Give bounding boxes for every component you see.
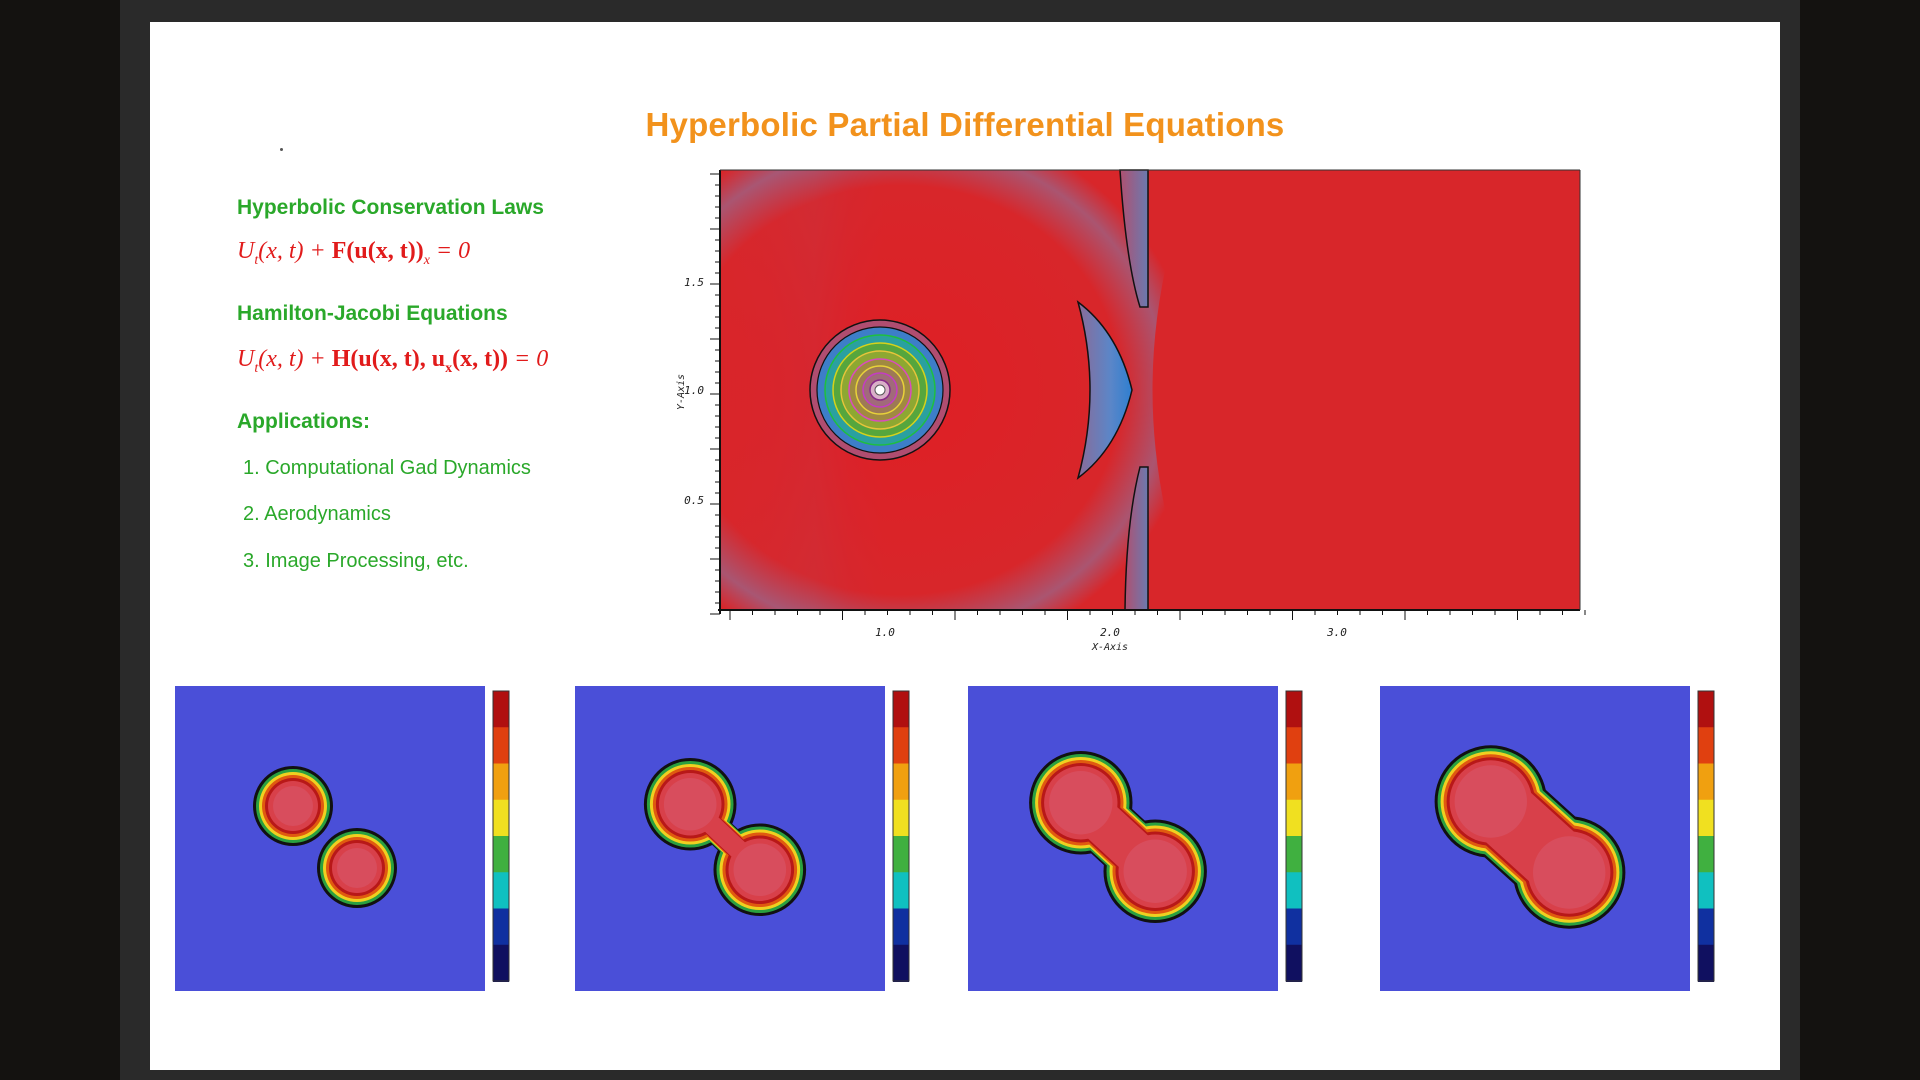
application-item: 3. Image Processing, etc. (243, 550, 469, 572)
merging-bubbles-panel (1380, 686, 1715, 991)
y-tick-label: 1.5 (684, 276, 704, 289)
merging-bubbles-panel (575, 686, 910, 991)
bubble-contours (809, 319, 951, 461)
colorbar (1697, 690, 1715, 982)
y-tick-label: 0.5 (684, 494, 704, 507)
bow-shock-region (720, 170, 1195, 610)
hamilton-jacobi-equation: Ut(x, t) + H(u(x, t), ux(x, t)) = 0 (237, 346, 549, 376)
bubble-pair (1029, 751, 1207, 923)
bubble-pair (253, 766, 397, 908)
x-tick-label: 3.0 (1326, 626, 1347, 639)
hamilton-jacobi-heading: Hamilton-Jacobi Equations (237, 302, 508, 325)
merging-bubbles-panel (968, 686, 1303, 991)
colorbar (1285, 690, 1303, 982)
x-axis-label: X-Axis (1091, 642, 1128, 653)
colorbar (492, 690, 510, 982)
y-tick-label: 1.0 (684, 384, 704, 397)
application-item: 2. Aerodynamics (243, 503, 391, 525)
lower-shock-stem (1124, 466, 1149, 611)
dot-mark (280, 148, 283, 151)
colorbar (892, 690, 910, 982)
y-axis-label: Y-Axis (676, 374, 687, 410)
upper-shock-stem (1119, 169, 1149, 308)
slide: Hyperbolic Partial Differential Equation… (150, 22, 1780, 1070)
x-tick-label: 2.0 (1100, 626, 1120, 639)
conservation-law-equation: Ut(x, t) + F(u(x, t))x = 0 (237, 238, 471, 268)
slide-title: Hyperbolic Partial Differential Equation… (645, 106, 1285, 143)
shock-simulation-plot: 1.5 1.0 0.5 1.0 2.0 3.0 X-Axis Y-Axis (676, 169, 1586, 653)
application-item: 1. Computational Gad Dynamics (243, 457, 531, 479)
conservation-laws-heading: Hyperbolic Conservation Laws (237, 196, 544, 219)
applications-heading: Applications: (237, 410, 371, 433)
merging-bubbles-panel (175, 686, 510, 991)
bubble-pair (643, 757, 807, 917)
bubble-pair (1434, 745, 1626, 929)
x-tick-label: 1.0 (875, 626, 895, 639)
lens-shock (1076, 300, 1133, 480)
